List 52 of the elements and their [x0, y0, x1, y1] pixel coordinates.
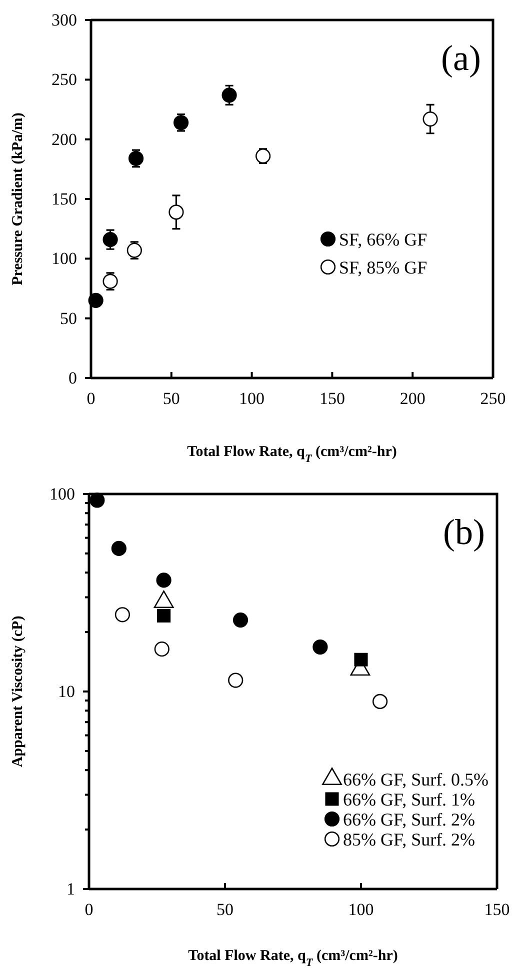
- x-tick-label: 100: [239, 389, 265, 408]
- x-tick-label: 100: [348, 900, 374, 920]
- legend-label: SF, 85% GF: [339, 257, 428, 278]
- y-tick-label: 250: [52, 70, 77, 90]
- point: [222, 88, 237, 103]
- y-tick-label: 0: [68, 368, 77, 388]
- annotation: (a): [441, 38, 481, 78]
- point: [126, 242, 142, 258]
- point: [228, 672, 244, 688]
- x-tick-label: 50: [216, 900, 234, 920]
- point: [154, 642, 170, 657]
- point: [422, 112, 438, 127]
- y-tick-label: 300: [52, 10, 77, 30]
- y-tick-label: 100: [50, 484, 75, 504]
- point: [372, 694, 388, 710]
- x-tick-label: 0: [86, 389, 96, 408]
- y-tick-label: 200: [52, 130, 77, 149]
- x-tick-label: 150: [484, 900, 510, 920]
- y-axis-title: Apparent Viscosity (cP): [10, 616, 26, 768]
- y-tick-label: 10: [58, 682, 75, 701]
- annotation: (b): [443, 512, 485, 552]
- x-tick-label: 200: [400, 389, 426, 408]
- x-tick-label: 0: [84, 900, 94, 920]
- x-axis-title: Total Flow Rate, q$_{T}$ (cm³/cm²-hr): [188, 948, 398, 969]
- legend-label: 66% GF, Surf. 2%: [343, 809, 476, 830]
- point: [102, 232, 118, 248]
- legend-label: 66% GF, Surf. 1%: [343, 789, 476, 810]
- point: [173, 115, 189, 130]
- legend-label: 66% GF, Surf. 0.5%: [343, 769, 489, 790]
- y-tick-label: 100: [52, 249, 77, 268]
- x-tick-label: 150: [319, 389, 345, 408]
- point: [255, 148, 271, 164]
- point: [90, 492, 105, 508]
- point: [128, 150, 144, 166]
- point: [88, 292, 104, 308]
- point: [157, 608, 171, 622]
- y-tick-label: 50: [60, 308, 77, 328]
- point: [354, 652, 368, 666]
- point: [232, 612, 248, 628]
- x-axis-title: Total Flow Rate, q$_{T}$ (cm³/cm²-hr): [187, 444, 397, 465]
- x-tick-label: 250: [480, 389, 506, 408]
- point: [168, 204, 184, 220]
- legend-label: 85% GF, Surf. 2%: [343, 829, 476, 850]
- y-axis-title: Pressure Gradient (kPa/m): [10, 112, 26, 286]
- y-tick-label: 1: [66, 879, 75, 898]
- point: [312, 639, 328, 655]
- point: [156, 572, 172, 588]
- y-tick-label: 150: [52, 189, 77, 208]
- legend-label: SF, 66% GF: [339, 229, 428, 250]
- point: [114, 607, 130, 622]
- point: [111, 540, 126, 556]
- x-tick-label: 50: [162, 389, 180, 408]
